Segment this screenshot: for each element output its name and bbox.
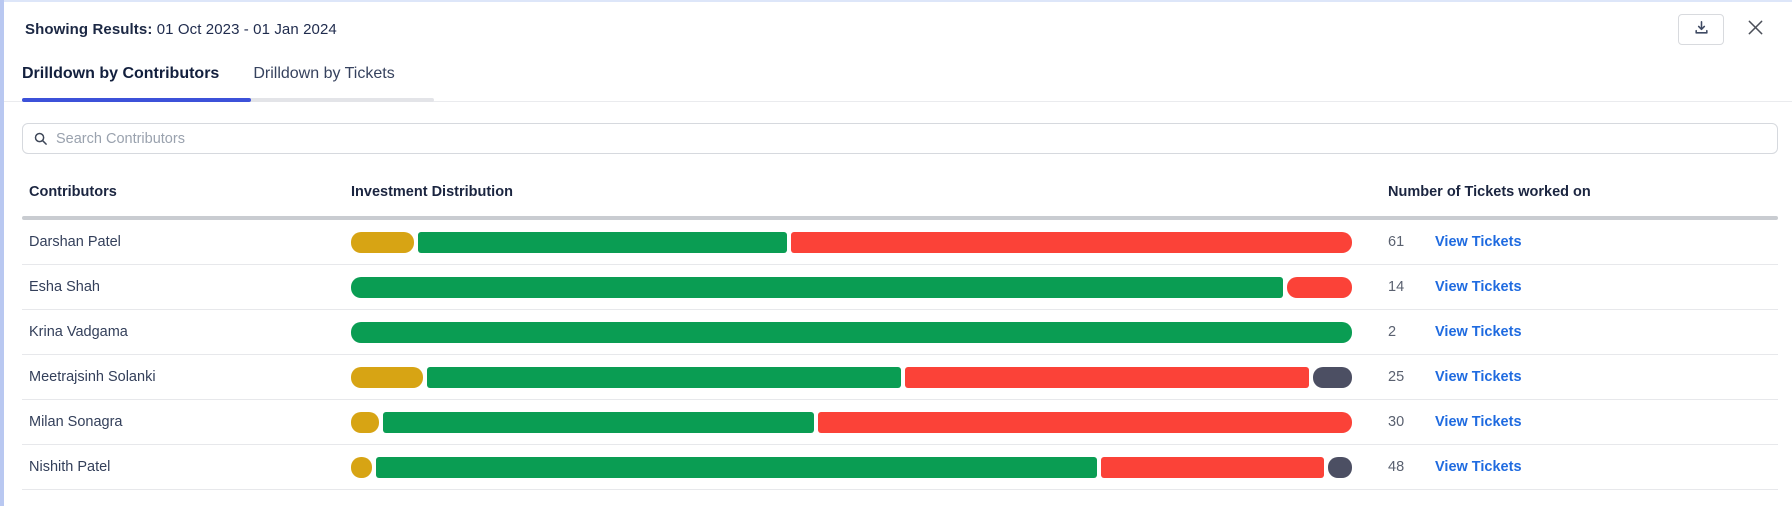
view-tickets-link[interactable]: View Tickets	[1435, 459, 1522, 475]
bar-segment-red	[1287, 276, 1352, 298]
investment-distribution-bar	[351, 366, 1353, 388]
tickets-count: 2	[1388, 324, 1397, 340]
contributor-name: Nishith Patel	[29, 459, 111, 475]
contributor-name: Krina Vadgama	[29, 324, 128, 340]
bar-segment-yellow	[351, 456, 372, 478]
showing-results: Showing Results: 01 Oct 2023 - 01 Jan 20…	[25, 21, 337, 38]
column-header-investment-distribution: Investment Distribution	[351, 184, 513, 200]
panel-left-edge	[0, 0, 4, 506]
bar-segment-dark	[1313, 366, 1353, 388]
header-divider	[22, 216, 1778, 220]
table-header-row: Contributors Investment Distribution Num…	[22, 184, 1778, 216]
search-box	[22, 123, 1778, 154]
download-button[interactable]	[1678, 13, 1724, 45]
active-tab-indicator	[22, 98, 251, 102]
table-row: Krina Vadgama 2 View Tickets	[22, 310, 1778, 355]
search-row	[22, 123, 1778, 154]
showing-results-label: Showing Results:	[25, 20, 153, 38]
bar-segment-green	[382, 411, 814, 433]
tickets-count: 48	[1388, 459, 1405, 475]
bar-segment-red	[790, 231, 1352, 253]
bar-segment-yellow	[351, 366, 424, 388]
table-row: Darshan Patel 61 View Tickets	[22, 220, 1778, 265]
tab-drilldown-by-tickets[interactable]: Drilldown by Tickets	[253, 65, 394, 98]
bar-segment-green	[351, 321, 1352, 343]
search-icon	[33, 131, 48, 146]
investment-distribution-bar	[351, 456, 1352, 478]
bar-segment-red	[817, 411, 1352, 433]
tab-drilldown-by-contributors[interactable]: Drilldown by Contributors	[22, 65, 219, 98]
bar-segment-green	[375, 456, 1097, 478]
bar-segment-green	[417, 231, 787, 253]
tab-bar: Drilldown by Contributors Drilldown by T…	[4, 65, 1792, 102]
view-tickets-link[interactable]: View Tickets	[1435, 324, 1522, 340]
tickets-count: 14	[1388, 279, 1405, 295]
panel-header: Showing Results: 01 Oct 2023 - 01 Jan 20…	[4, 2, 1792, 45]
contributor-name: Esha Shah	[29, 279, 100, 295]
search-input[interactable]	[56, 130, 1767, 147]
bar-segment-red	[904, 366, 1310, 388]
tickets-count: 30	[1388, 414, 1405, 430]
view-tickets-link[interactable]: View Tickets	[1435, 369, 1522, 385]
investment-distribution-bar	[351, 321, 1352, 343]
table-row: Milan Sonagra 30 View Tickets	[22, 400, 1778, 445]
view-tickets-link[interactable]: View Tickets	[1435, 279, 1522, 295]
contributor-name: Milan Sonagra	[29, 414, 123, 430]
bar-segment-yellow	[351, 411, 379, 433]
table-row: Esha Shah 14 View Tickets	[22, 265, 1778, 310]
panel-top-edge	[0, 0, 1792, 2]
close-button[interactable]	[1742, 16, 1768, 42]
showing-results-value: 01 Oct 2023 - 01 Jan 2024	[156, 20, 337, 38]
investment-distribution-bar	[351, 231, 1352, 253]
bar-segment-green	[427, 366, 901, 388]
bar-segment-dark	[1328, 456, 1352, 478]
bar-segment-red	[1100, 456, 1325, 478]
investment-distribution-bar	[351, 276, 1352, 298]
contributor-name: Darshan Patel	[29, 234, 121, 250]
view-tickets-link[interactable]: View Tickets	[1435, 234, 1522, 250]
tickets-count: 25	[1388, 369, 1405, 385]
table-row: Nishith Patel 48 View Tickets	[22, 445, 1778, 490]
table-body: Darshan Patel 61 View Tickets Esha Shah 14 Vi…	[22, 220, 1778, 490]
view-tickets-link[interactable]: View Tickets	[1435, 414, 1522, 430]
bar-segment-yellow	[351, 231, 414, 253]
header-actions	[1678, 13, 1768, 45]
tickets-count: 61	[1388, 234, 1405, 250]
contributor-name: Meetrajsinh Solanki	[29, 369, 156, 385]
column-header-tickets-worked-on: Number of Tickets worked on	[1388, 184, 1591, 200]
bar-segment-green	[351, 276, 1284, 298]
tab-underline-track	[22, 98, 434, 102]
column-header-contributors: Contributors	[29, 184, 117, 200]
table-row: Meetrajsinh Solanki 25 View Tickets	[22, 355, 1778, 400]
contributors-table: Contributors Investment Distribution Num…	[22, 184, 1778, 490]
close-icon	[1745, 17, 1766, 41]
download-icon	[1693, 19, 1710, 39]
drilldown-panel: Showing Results: 01 Oct 2023 - 01 Jan 20…	[4, 2, 1792, 490]
investment-distribution-bar	[351, 411, 1352, 433]
